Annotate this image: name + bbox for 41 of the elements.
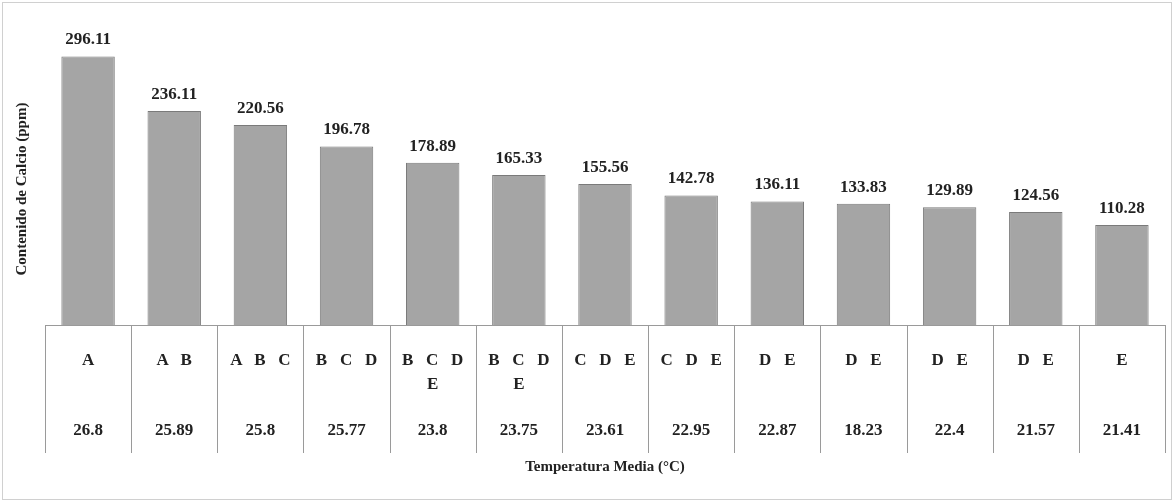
text: B C D E — [401, 350, 464, 394]
text: A B — [156, 350, 192, 370]
data-label: 124.56 — [1012, 184, 1060, 204]
data-label: 296.11 — [65, 29, 111, 49]
data-label: 129.89 — [926, 180, 973, 200]
data-label: 178.89 — [409, 135, 457, 155]
data-label: 196.78 — [323, 119, 370, 139]
x-tick-label: 21.57 — [1016, 420, 1056, 440]
text: D E — [1017, 350, 1054, 370]
x-tick-label: 23.61 — [585, 420, 625, 440]
x-tick-label: 22.95 — [672, 420, 711, 440]
data-label: 133.83 — [840, 176, 887, 196]
text: B C D E — [488, 350, 550, 394]
x-tick-label: 21.41 — [1102, 420, 1142, 440]
y-axis-title: Contenido de Calcio (ppm) — [12, 102, 30, 276]
x-tick-label: 18.23 — [844, 420, 883, 440]
text: C D E — [574, 350, 636, 370]
data-label: 142.78 — [667, 168, 715, 188]
data-label: 136.11 — [754, 174, 801, 194]
x-tick-label: 22.4 — [934, 420, 965, 440]
text: D E — [759, 350, 796, 370]
data-label: 236.11 — [151, 83, 198, 103]
text: E — [1116, 350, 1128, 370]
text: D E — [845, 350, 882, 370]
data-label: 220.56 — [237, 97, 284, 117]
text: B C D — [315, 350, 378, 370]
data-label: 155.56 — [581, 156, 629, 176]
text: A B C — [230, 350, 291, 370]
x-axis-title: Temperatura Media (°C) — [525, 457, 685, 475]
data-label: 165.33 — [495, 147, 543, 167]
x-tick-label: 23.75 — [499, 420, 538, 440]
text: D E — [931, 350, 968, 370]
data-label: 110.28 — [1099, 197, 1145, 217]
x-tick-label: 26.8 — [73, 420, 103, 440]
x-tick-label: 25.77 — [327, 420, 367, 440]
text: A — [81, 350, 95, 370]
x-tick-label: 25.8 — [245, 420, 276, 440]
x-tick-label: 23.8 — [417, 420, 448, 440]
text: C D E — [660, 350, 722, 370]
x-tick-label: 25.89 — [155, 420, 194, 440]
x-tick-label: 22.87 — [758, 420, 797, 440]
